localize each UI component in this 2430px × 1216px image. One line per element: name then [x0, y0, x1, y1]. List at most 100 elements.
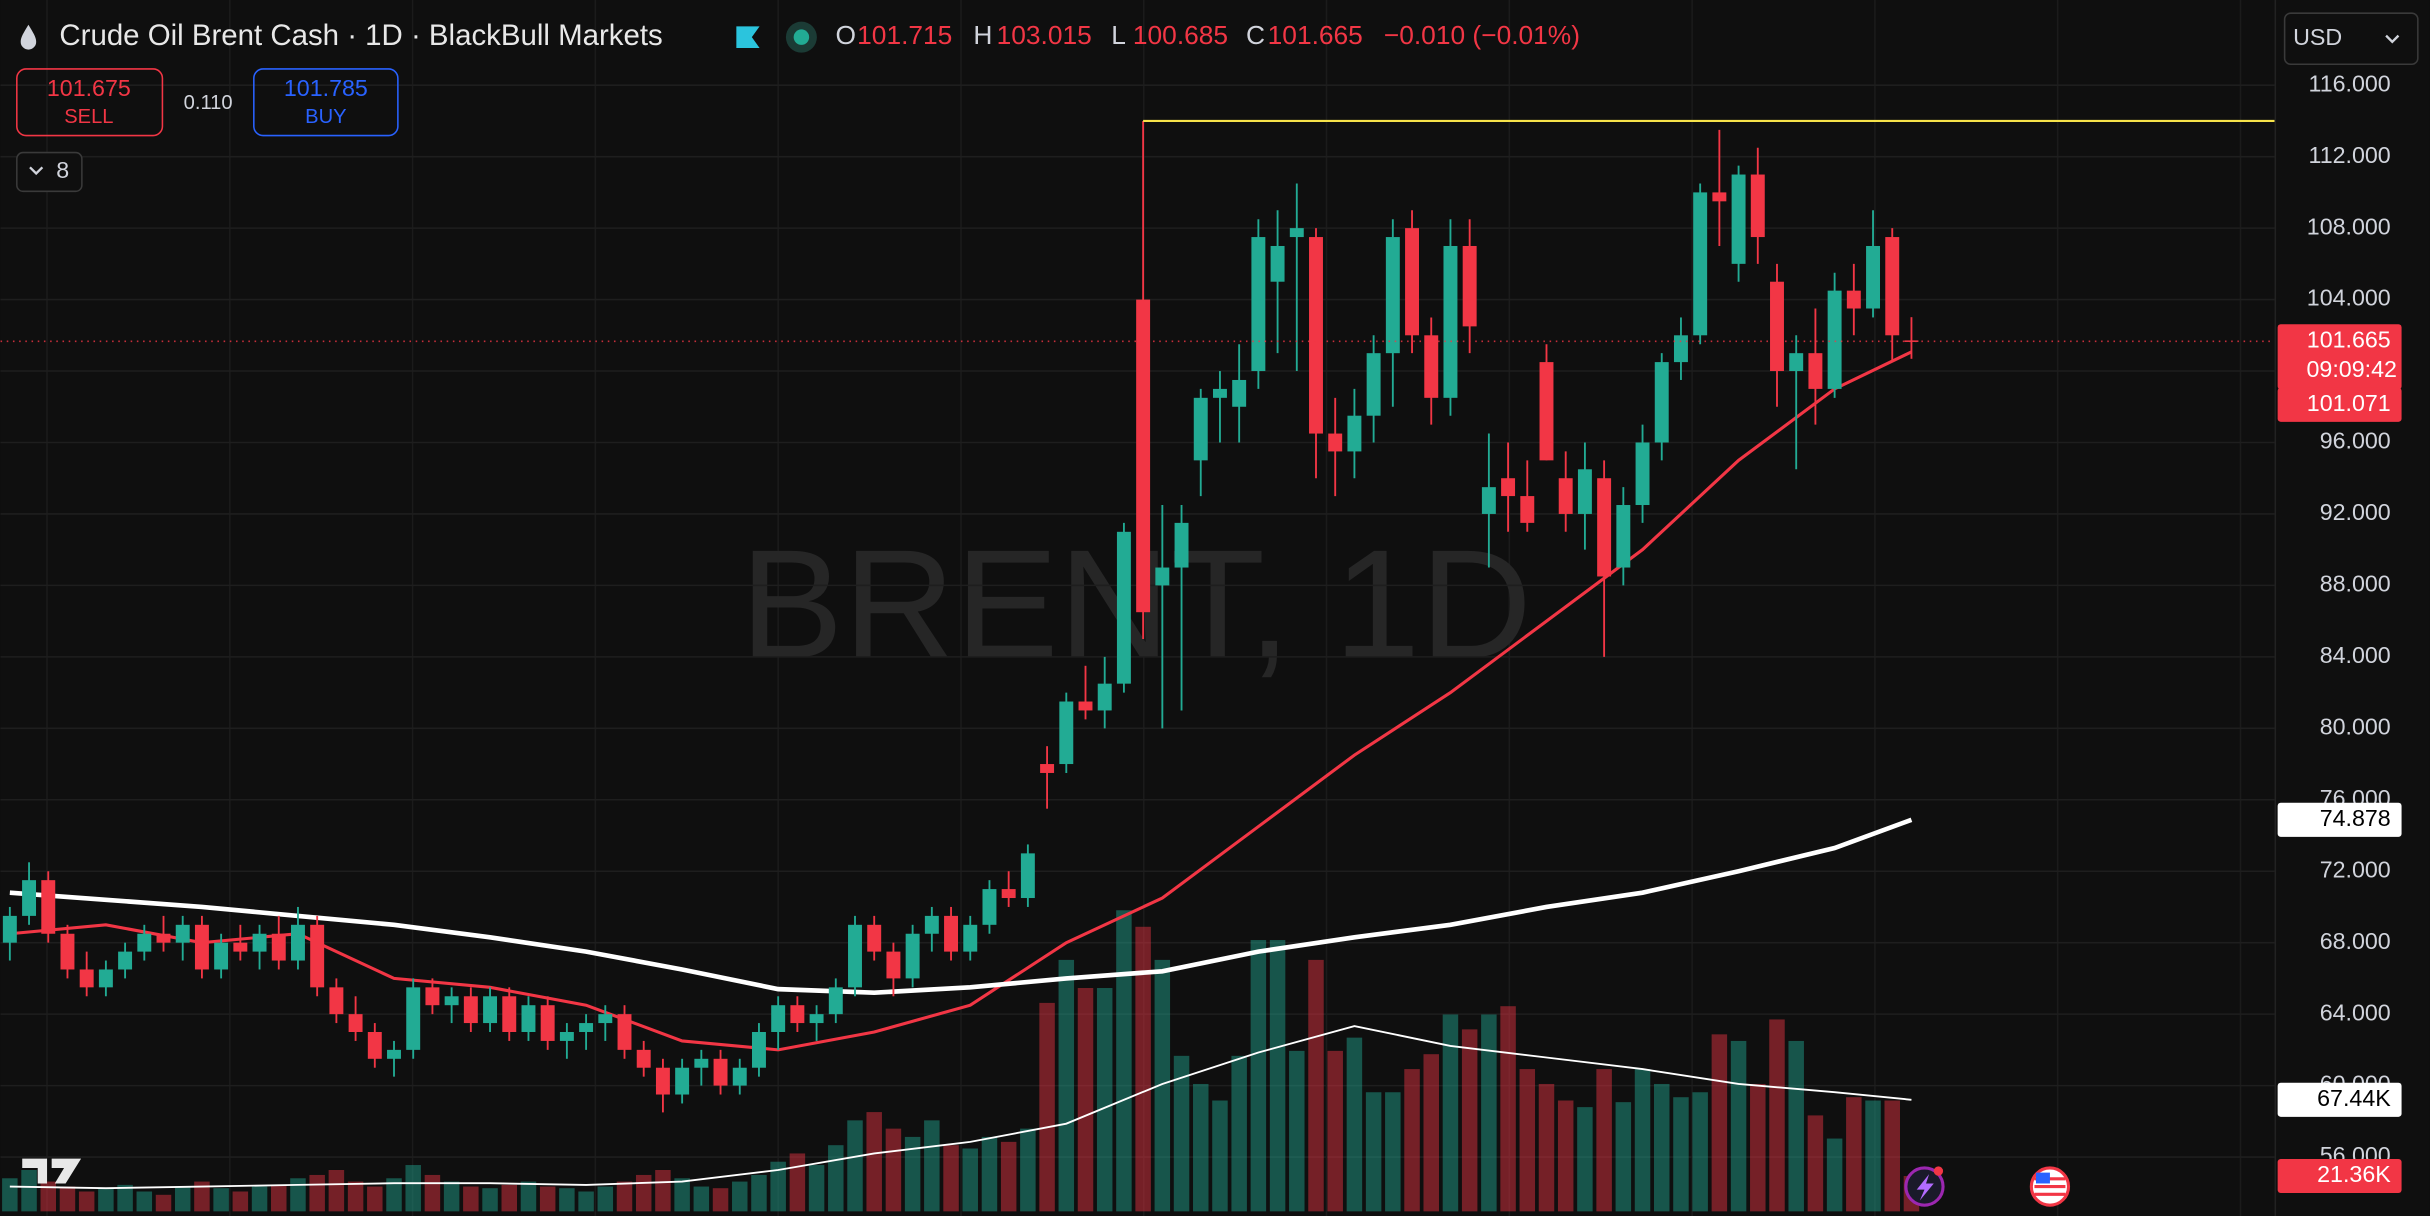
- volume-bar: [21, 1169, 37, 1212]
- notification-dot: [1933, 1166, 1944, 1176]
- volume-bar: [78, 1191, 95, 1212]
- currency-select[interactable]: [2283, 12, 2419, 66]
- volume-bar: [1750, 1083, 1766, 1212]
- candle-body: [713, 1058, 728, 1086]
- volume-bar: [943, 1145, 959, 1212]
- candle-body: [655, 1067, 670, 1095]
- candle-body: [1424, 335, 1439, 398]
- volume-bar: [847, 1120, 863, 1212]
- candle-body: [329, 987, 344, 1015]
- chevron: [2385, 34, 2400, 44]
- volume-bar: [1769, 1019, 1785, 1212]
- volume-bar: [98, 1188, 114, 1212]
- volume-bar: [194, 1181, 210, 1212]
- volume-bar: [40, 1181, 57, 1212]
- logo[interactable]: [22, 1158, 82, 1184]
- sell-button[interactable]: [16, 68, 164, 137]
- volume-bar: [1269, 940, 1286, 1212]
- volume-bar: [1116, 910, 1132, 1212]
- ma-value-box: [2277, 387, 2402, 422]
- candle-body: [828, 987, 843, 1015]
- volume-bar: [1096, 988, 1113, 1212]
- candle-body: [483, 996, 498, 1024]
- indicators-toggle[interactable]: [16, 151, 83, 193]
- candle-body: [1712, 192, 1727, 202]
- candle-body: [1808, 353, 1823, 389]
- flag-icon[interactable]: [736, 26, 760, 49]
- volume-bar: [1615, 1102, 1632, 1212]
- candle-body: [79, 969, 94, 988]
- candle-body: [1289, 228, 1304, 238]
- candle-body: [425, 987, 440, 1006]
- watermark: BRENT, 1D: [740, 517, 1532, 690]
- spread: 0.110: [184, 92, 233, 114]
- chart-title: Crude Oil Brent Cash · 1D · BlackBull Ma…: [59, 19, 662, 52]
- volume-bar: [1461, 1029, 1478, 1212]
- candle-body: [175, 924, 190, 943]
- moving-average-line: [9, 817, 1913, 996]
- candle-body: [732, 1067, 747, 1086]
- volume-bar: [443, 1181, 460, 1212]
- candle-body: [771, 1005, 786, 1033]
- candle-body: [521, 1005, 536, 1033]
- candle-body: [1020, 853, 1035, 899]
- ohlc-value: 101.665: [1268, 20, 1363, 50]
- vertical-grid: [46, 0, 2242, 1216]
- volume-bar: [155, 1194, 172, 1212]
- candle-body: [1481, 487, 1496, 514]
- sell-price: 101.675: [47, 75, 131, 101]
- volume-bar: [1807, 1115, 1824, 1212]
- candle-body: [1309, 237, 1323, 434]
- volume-bar: [751, 1174, 767, 1212]
- volume-bar: [635, 1174, 652, 1212]
- candle-body: [98, 969, 113, 988]
- candle-body: [1443, 245, 1458, 398]
- candle-body: [751, 1032, 766, 1068]
- countdown: 09:09:42: [2307, 356, 2397, 382]
- volume-bar: [271, 1184, 287, 1212]
- y-tick-label: 84.000: [2320, 642, 2391, 668]
- volume-bar: [1250, 940, 1267, 1212]
- volume-bar: [1865, 1100, 1881, 1212]
- ohlc-label: O: [835, 20, 855, 50]
- volume-bar: [597, 1186, 614, 1212]
- candle-body: [1789, 353, 1804, 372]
- candle-body: [848, 924, 862, 988]
- volume-ma-line: [9, 1025, 1912, 1190]
- candle-body: [156, 933, 171, 943]
- volume-bar: [232, 1191, 249, 1212]
- candle-body: [1347, 415, 1362, 452]
- volume-bar: [1519, 1069, 1536, 1212]
- candle-body: [1155, 567, 1170, 586]
- volume-bar: [1788, 1040, 1804, 1212]
- volume-bar: [1442, 1014, 1459, 1212]
- candle-body: [137, 933, 152, 952]
- volume-bar: [1346, 1037, 1363, 1212]
- candle-body: [1597, 478, 1612, 577]
- volume-bar: [1557, 1100, 1574, 1212]
- ma-value-label: 74.878: [2320, 805, 2391, 831]
- candle-body: [22, 880, 37, 916]
- sell-label: SELL: [64, 106, 113, 128]
- candle-body: [1731, 174, 1746, 264]
- volume-bar: [962, 1148, 978, 1212]
- buy-price: 101.785: [284, 75, 368, 101]
- candle-body: [944, 915, 959, 952]
- volume-bar: [559, 1188, 575, 1212]
- candle-body: [444, 996, 459, 1006]
- volume-bar: [1327, 1050, 1343, 1212]
- volume-bar: [309, 1174, 325, 1212]
- volume-bar: [1365, 1092, 1382, 1212]
- buy-label: BUY: [305, 106, 346, 128]
- candle-body: [886, 951, 901, 979]
- candle-body: [290, 924, 305, 961]
- volume-bar: [347, 1181, 364, 1212]
- buy-button[interactable]: [253, 68, 399, 137]
- ma-value-box: [2277, 802, 2402, 837]
- candle-body: [1654, 362, 1669, 443]
- volume-bar: [1231, 1055, 1247, 1212]
- volume-bar: [1711, 1034, 1728, 1212]
- candle-body: [636, 1049, 651, 1068]
